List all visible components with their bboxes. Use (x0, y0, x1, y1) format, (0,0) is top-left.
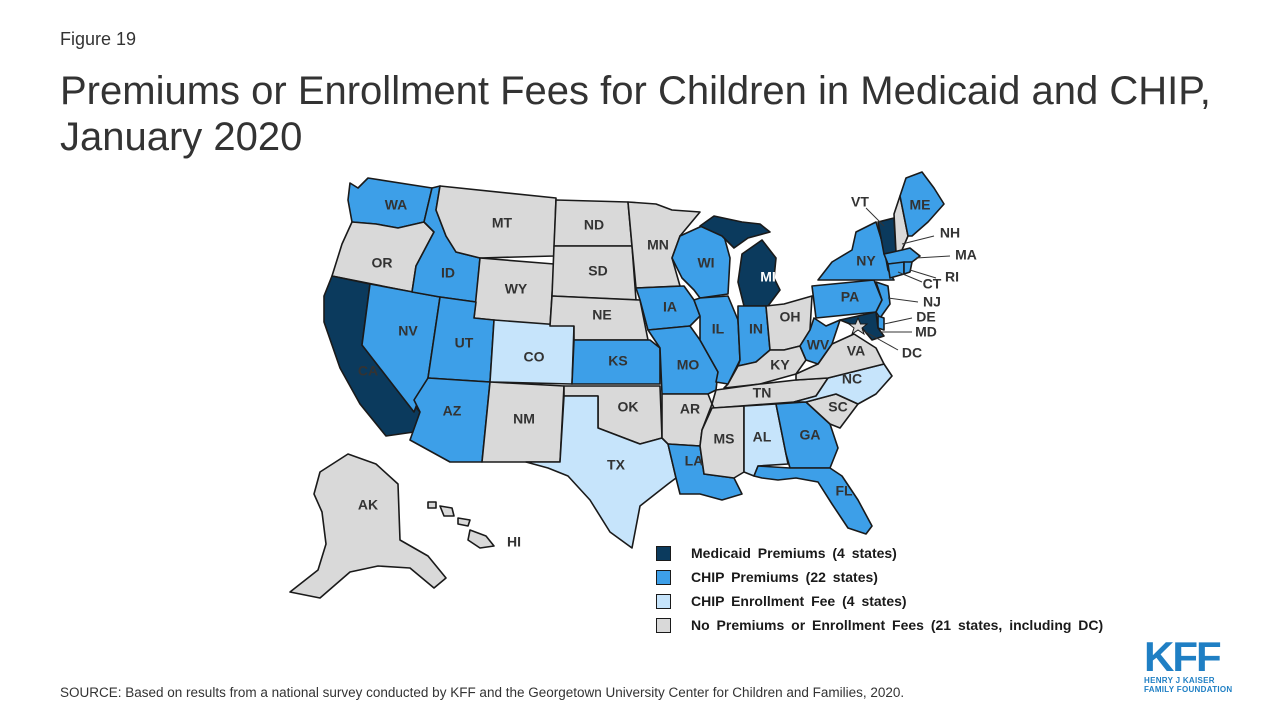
leader-de (883, 317, 913, 325)
label-ID: ID (441, 265, 455, 281)
label-IL: IL (712, 321, 725, 337)
label-MO: MO (677, 357, 700, 373)
legend-item-chip-premiums: CHIP Premiums (22 states) (656, 565, 1103, 589)
legend: Medicaid Premiums (4 states) CHIP Premiu… (656, 541, 1103, 637)
label-RI: RI (945, 269, 959, 285)
label-OK: OK (618, 399, 639, 415)
label-KY: KY (770, 357, 790, 373)
state-HI-oahu (439, 505, 455, 517)
legend-swatch (656, 593, 671, 609)
legend-label: CHIP Enrollment Fee (4 states) (691, 593, 907, 609)
label-IA: IA (663, 299, 677, 315)
leader-ma (915, 255, 951, 259)
label-WI: WI (697, 255, 714, 271)
label-DC: DC (902, 345, 922, 361)
label-TN: TN (753, 385, 772, 401)
leader-ri (909, 269, 937, 279)
legend-label: No Premiums or Enrollment Fees (21 state… (691, 617, 1104, 633)
label-OR: OR (372, 255, 393, 271)
label-NJ: NJ (923, 294, 941, 310)
label-AZ: AZ (443, 403, 462, 419)
legend-swatch (656, 545, 671, 561)
state-IA (635, 285, 701, 331)
source-note: SOURCE: Based on results from a national… (60, 685, 905, 700)
kff-logo: KFF HENRY J KAISER FAMILY FOUNDATION (1144, 633, 1236, 695)
leader-nj (887, 297, 919, 303)
legend-swatch (656, 569, 671, 585)
label-NC: NC (842, 371, 862, 387)
state-AK (289, 453, 447, 599)
label-FL: FL (835, 483, 853, 499)
label-HI: HI (507, 534, 521, 550)
legend-swatch (656, 617, 671, 633)
label-AR: AR (680, 401, 700, 417)
label-MT: MT (492, 215, 513, 231)
label-IN: IN (749, 321, 763, 337)
label-NY: NY (856, 253, 876, 269)
logo-line-1: HENRY J KAISER (1144, 676, 1215, 685)
leader-vt (865, 207, 885, 227)
label-CO: CO (524, 349, 545, 365)
logo-line-2: FAMILY FOUNDATION (1144, 685, 1233, 694)
label-VT: VT (851, 194, 869, 210)
label-AL: AL (753, 429, 772, 445)
label-WV: WV (807, 337, 830, 353)
state-FL (753, 465, 873, 535)
figure-label: Figure 19 (60, 29, 137, 49)
legend-item-medicaid-premiums: Medicaid Premiums (4 states) (656, 541, 1103, 565)
label-WY: WY (505, 281, 528, 297)
label-VA: VA (847, 343, 865, 359)
legend-label: Medicaid Premiums (4 states) (691, 545, 897, 561)
state-TX (525, 395, 677, 549)
label-PA: PA (841, 289, 859, 305)
label-SC: SC (828, 399, 847, 415)
label-NH: NH (940, 225, 960, 241)
legend-label: CHIP Premiums (22 states) (691, 569, 878, 585)
legend-item-chip-enrollment-fee: CHIP Enrollment Fee (4 states) (656, 589, 1103, 613)
label-CT: CT (923, 276, 942, 292)
label-DE: DE (916, 309, 935, 325)
label-MS: MS (714, 431, 735, 447)
legend-item-none: No Premiums or Enrollment Fees (21 state… (656, 613, 1103, 637)
label-OH: OH (780, 309, 801, 325)
label-NM: NM (513, 411, 535, 427)
label-NV: NV (398, 323, 418, 339)
state-IL (693, 295, 741, 385)
state-RI (903, 261, 913, 275)
label-TX: TX (607, 457, 626, 473)
label-KS: KS (608, 353, 627, 369)
state-AZ (409, 377, 491, 463)
state-MI (737, 239, 781, 307)
label-AK: AK (358, 497, 378, 513)
label-NE: NE (592, 307, 611, 323)
label-UT: UT (455, 335, 474, 351)
state-MI-upper (699, 215, 771, 249)
leader-ct (897, 271, 923, 283)
label-MD: MD (915, 324, 937, 340)
state-CT (887, 261, 905, 279)
label-GA: GA (800, 427, 821, 443)
label-MN: MN (647, 237, 669, 253)
label-CA: CA (358, 363, 378, 379)
state-HI-maui (457, 517, 471, 527)
label-WA: WA (385, 197, 408, 213)
label-ND: ND (584, 217, 604, 233)
label-SD: SD (588, 263, 607, 279)
label-ME: ME (910, 197, 931, 213)
state-HI (467, 529, 495, 549)
state-ME (899, 171, 945, 237)
leader-nh (901, 235, 935, 245)
logo-mark: KFF (1144, 633, 1222, 680)
label-MI: MI (760, 269, 776, 285)
label-LA: LA (685, 453, 704, 469)
label-MA: MA (955, 247, 977, 263)
state-HI-kauai (427, 501, 437, 509)
leader-dc (861, 329, 899, 351)
chart-title: Premiums or Enrollment Fees for Children… (60, 69, 1211, 159)
